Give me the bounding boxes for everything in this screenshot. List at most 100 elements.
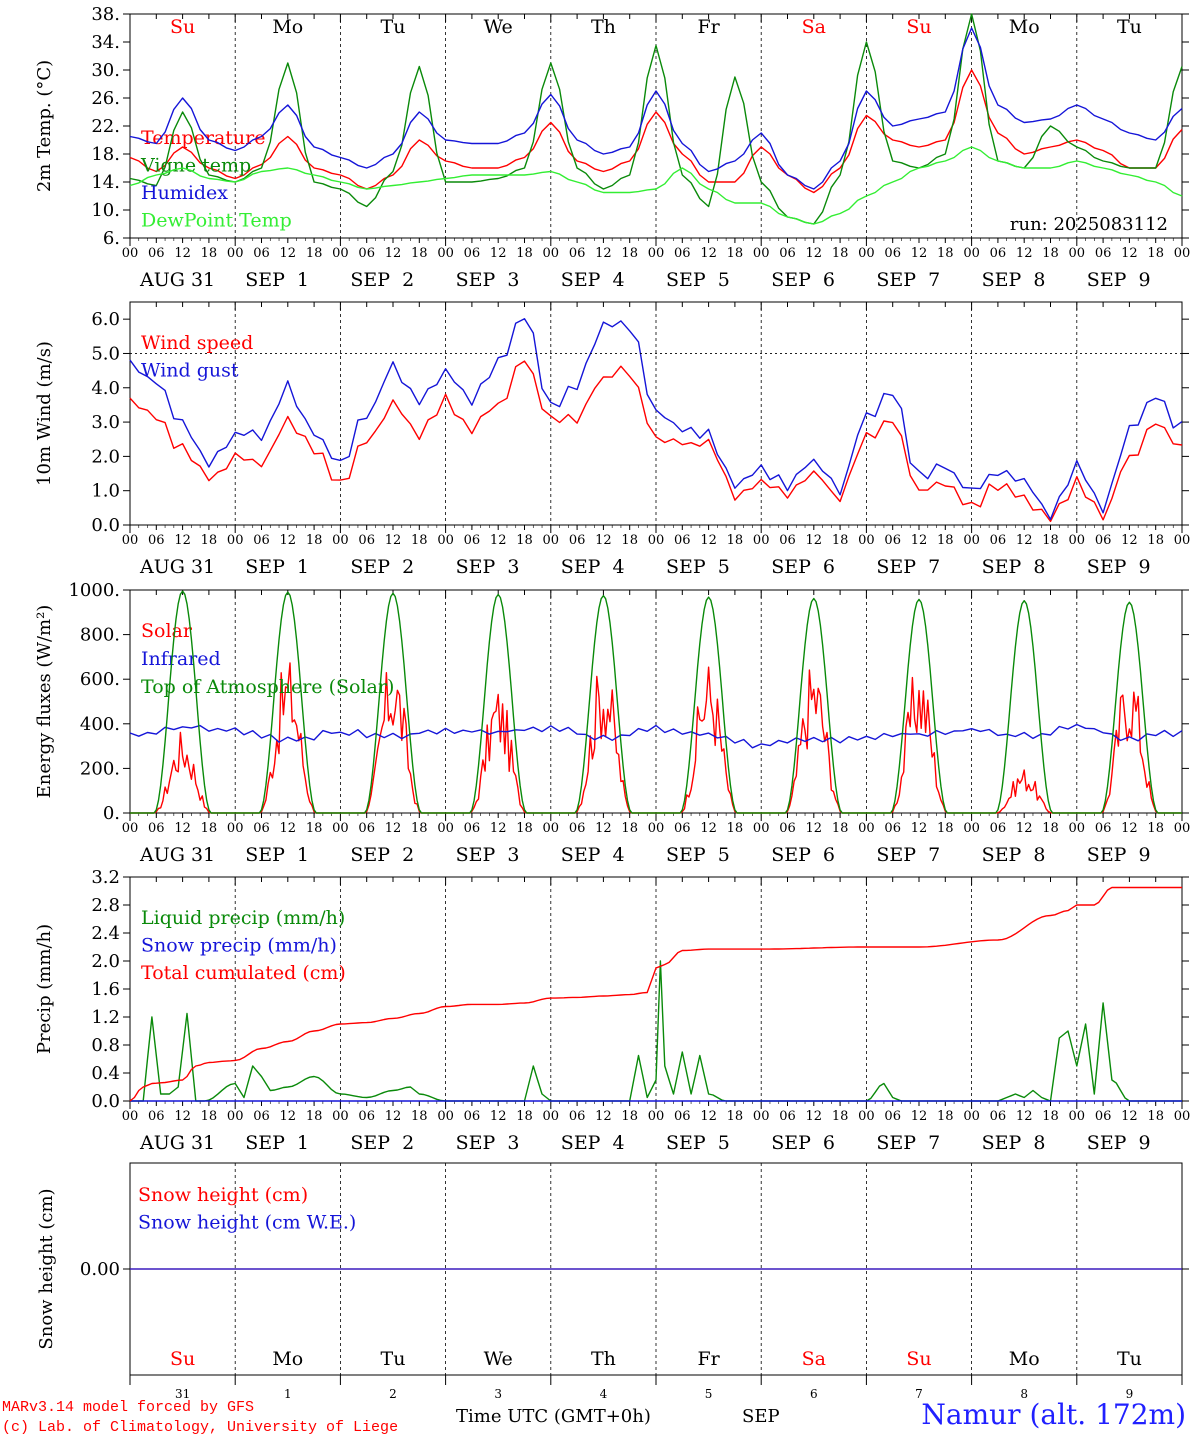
hour-tick-label: 18 [516,533,533,548]
hour-tick-label: 12 [490,821,507,836]
date-label: SEP 2 [350,269,414,291]
hour-tick-label: 12 [280,246,297,261]
hour-tick-label: 06 [569,1109,586,1124]
hour-tick-label: 00 [543,533,560,548]
date-label: SEP 1 [245,1132,309,1154]
date-label: SEP 5 [666,269,730,291]
y-tick-label: 0.0 [91,1091,120,1112]
hour-tick-label: 12 [700,246,717,261]
hour-tick-label: 06 [674,821,691,836]
hour-tick-label: 06 [1095,533,1112,548]
date-label: SEP 7 [876,844,940,866]
date-label: SEP 3 [456,1132,520,1154]
hour-tick-label: 00 [332,821,349,836]
date-label: AUG 31 [139,1132,215,1154]
hour-tick-label: 00 [543,1109,560,1124]
hour-tick-label: 12 [1121,821,1138,836]
hour-tick-label: 00 [648,1109,665,1124]
hour-tick-label: 00 [227,533,244,548]
day-number: 1 [284,1387,292,1401]
station-name: Namur (alt. 172m) [921,1398,1186,1431]
hour-tick-label: 06 [884,1109,901,1124]
hour-tick-label: 12 [1016,1109,1033,1124]
y-tick-label: 26. [91,88,120,109]
legend-label: Snow precip (mm/h) [141,935,337,957]
date-label: SEP 4 [561,1132,625,1154]
hour-tick-label: 06 [674,533,691,548]
hour-tick-label: 12 [385,821,402,836]
hour-tick-label: 12 [490,533,507,548]
series-line-top-of-atmosphere-solar- [130,590,1182,814]
y-tick-label: 18. [91,144,120,165]
day-number: 9 [1126,1387,1134,1401]
y-tick-label: 38. [91,4,120,25]
date-label: SEP 6 [771,844,835,866]
series-line-liquid-precip-mm-h- [130,960,1182,1102]
hour-tick-label: 06 [253,1109,270,1124]
y-tick-label: 14. [91,172,120,193]
hour-tick-label: 00 [332,533,349,548]
y-tick-label: 400. [80,714,120,735]
date-label: SEP 6 [771,556,835,578]
hour-tick-label: 18 [1042,821,1059,836]
hour-tick-label: 18 [621,246,638,261]
y-tick-label: 200. [80,758,120,779]
date-label: SEP 7 [876,556,940,578]
day-name: We [484,1348,513,1370]
hour-tick-label: 00 [858,821,875,836]
y-axis-label: 10m Wind (m/s) [34,341,55,486]
day-number: 4 [600,1387,608,1401]
hour-tick-label: 00 [227,246,244,261]
date-label: SEP 6 [771,1132,835,1154]
hour-tick-label: 00 [437,246,454,261]
hour-tick-label: 06 [464,1109,481,1124]
hour-tick-label: 12 [490,1109,507,1124]
hour-tick-label: 12 [1121,1109,1138,1124]
y-tick-label: 600. [80,669,120,690]
hour-tick-label: 00 [122,1109,139,1124]
hour-tick-label: 18 [937,1109,954,1124]
y-axis-label: Snow height (cm) [36,1188,57,1349]
date-label: SEP 1 [245,844,309,866]
hour-tick-label: 18 [1042,1109,1059,1124]
hour-tick-label: 12 [700,821,717,836]
y-axis-label: Precip (mm/h) [34,924,55,1054]
hour-tick-label: 18 [832,821,849,836]
series-line-total-cumulated-cm- [129,886,1182,1102]
y-tick-label: 1.2 [91,1007,120,1028]
date-label: SEP 3 [456,844,520,866]
y-tick-label: 0.0 [91,515,120,536]
hour-tick-label: 06 [779,1109,796,1124]
hour-tick-label: 12 [806,821,823,836]
hour-tick-label: 06 [464,821,481,836]
day-name: Fr [697,16,720,38]
hour-tick-label: 06 [253,533,270,548]
hour-tick-label: 06 [990,821,1007,836]
hour-tick-label: 06 [253,246,270,261]
hour-tick-label: 18 [201,1109,218,1124]
y-tick-label: 2.0 [91,446,120,467]
hour-tick-label: 00 [1069,821,1086,836]
hour-tick-label: 18 [201,533,218,548]
hour-tick-label: 12 [911,533,928,548]
y-tick-label: 1.0 [91,481,120,502]
hour-tick-label: 18 [411,821,428,836]
hour-tick-label: 06 [253,821,270,836]
day-name: Tu [381,16,406,38]
hour-tick-label: 00 [122,246,139,261]
y-tick-label: 30. [91,60,120,81]
hour-tick-label: 06 [1095,821,1112,836]
date-label: SEP 5 [666,844,730,866]
hour-tick-label: 12 [280,1109,297,1124]
hour-tick-label: 00 [753,1109,770,1124]
hour-tick-label: 06 [148,533,165,548]
hour-tick-label: 18 [201,246,218,261]
day-name: Sa [802,1348,826,1370]
plot-frame [129,589,1183,814]
hour-tick-label: 18 [516,821,533,836]
date-label: SEP 4 [561,269,625,291]
y-tick-label: 1000. [68,580,120,601]
y-tick-label: 0.8 [91,1035,120,1056]
y-tick-label: 2.4 [91,923,120,944]
day-name: Th [591,1348,616,1370]
